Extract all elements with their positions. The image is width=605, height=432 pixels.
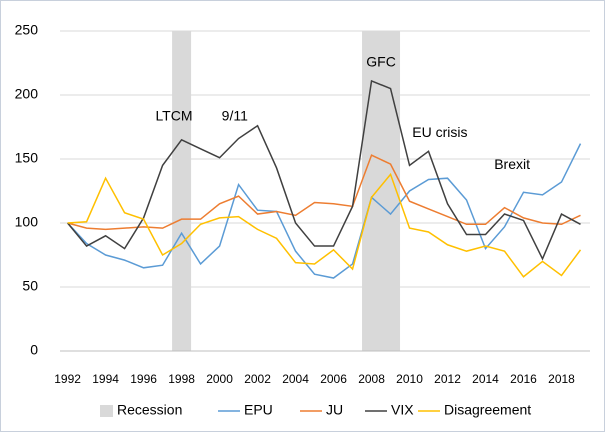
legend-swatch	[100, 405, 113, 417]
x-tick-label: 2004	[282, 372, 309, 386]
line-series	[67, 172, 582, 278]
annotation: GFC	[366, 54, 396, 70]
x-tick-label: 2016	[510, 372, 537, 386]
y-tick-label: 250	[15, 22, 39, 38]
x-tick-label: 1994	[92, 372, 119, 386]
recession-band	[172, 31, 192, 351]
x-tick-label: 2014	[472, 372, 499, 386]
y-tick-label: 100	[15, 214, 39, 230]
y-tick-label: 0	[30, 342, 38, 358]
recession-band	[362, 31, 401, 351]
x-tick-label: 2002	[244, 372, 271, 386]
x-tick-label: 1996	[130, 372, 157, 386]
annotation: EU crisis	[412, 124, 467, 140]
annotation: LTCM	[155, 107, 192, 123]
x-tick-label: 2008	[358, 372, 385, 386]
x-tick-label: 2006	[320, 372, 347, 386]
y-tick-label: 200	[15, 86, 39, 102]
annotation: Brexit	[494, 156, 530, 172]
legend-label: JU	[326, 402, 343, 418]
x-tick-label: 2012	[434, 372, 461, 386]
legend-label: EPU	[244, 402, 273, 418]
x-tick-label: 1998	[168, 372, 195, 386]
x-tick-label: 2000	[206, 372, 233, 386]
x-tick-label: 2018	[548, 372, 575, 386]
y-tick-label: 50	[22, 278, 38, 294]
x-tick-label: 2010	[396, 372, 423, 386]
legend-label: VIX	[391, 402, 414, 418]
line-series	[67, 79, 581, 261]
legend-label: Disagreement	[444, 402, 531, 418]
line-series	[67, 143, 582, 279]
y-tick-label: 150	[15, 150, 39, 166]
annotation: 9/11	[222, 107, 248, 123]
x-tick-label: 1992	[54, 372, 81, 386]
line-series	[67, 154, 581, 231]
legend-label: Recession	[117, 402, 182, 418]
